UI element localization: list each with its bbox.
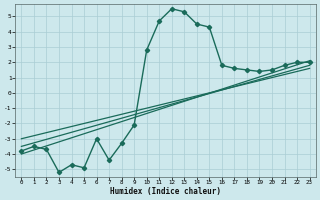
X-axis label: Humidex (Indice chaleur): Humidex (Indice chaleur) [110, 187, 221, 196]
